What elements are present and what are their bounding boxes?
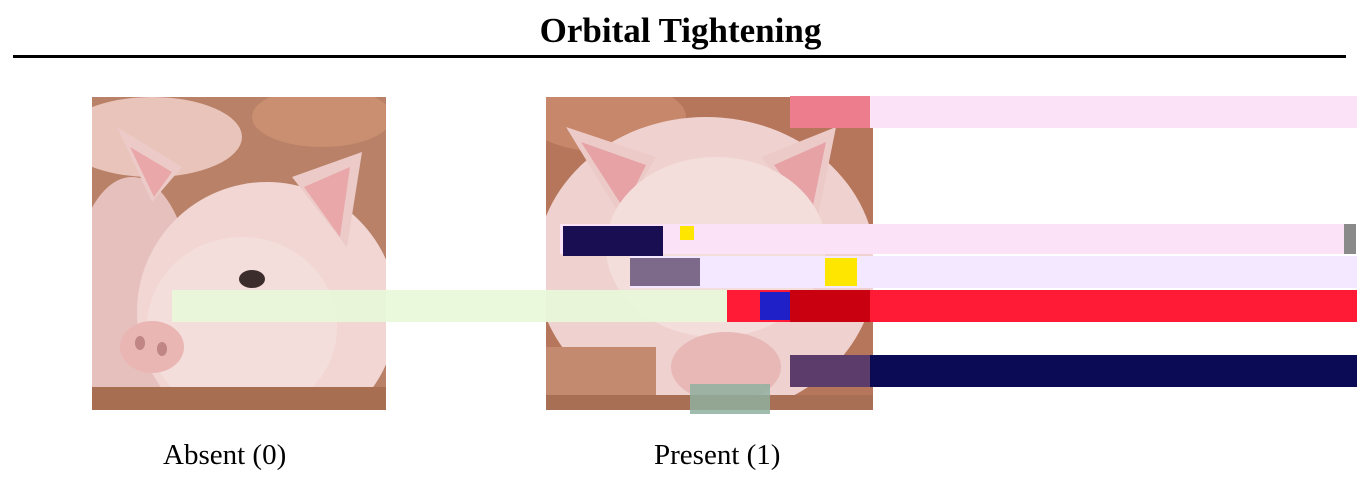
- glitch-block-top: [790, 96, 870, 128]
- glitch-block-darkred: [790, 290, 870, 322]
- glitch-block-purple-lav: [630, 258, 700, 286]
- glitch-block-navy-light: [790, 355, 870, 387]
- caption-present: Present (1): [654, 439, 781, 471]
- glitch-band-pink-top: [790, 96, 1357, 128]
- glitch-band-green: [172, 290, 727, 322]
- title-rule: [13, 55, 1346, 58]
- glitch-band-navy: [790, 355, 1357, 387]
- glitch-band-pink-mid: [560, 224, 1350, 254]
- figure-title: Orbital Tightening: [539, 11, 822, 50]
- glitch-block-yellow-lav: [825, 258, 857, 286]
- glitch-block-yellow-mid: [680, 226, 694, 240]
- glitch-block-blue-red: [760, 292, 790, 320]
- pig-photo-absent: [92, 97, 386, 410]
- caption-absent: Absent (0): [163, 439, 287, 471]
- glitch-block-navy-mid: [563, 226, 663, 256]
- glitch-band-lavender: [630, 256, 1357, 288]
- glitch-block-bottom: [690, 384, 770, 414]
- glitch-block-gray-edge: [1344, 224, 1356, 254]
